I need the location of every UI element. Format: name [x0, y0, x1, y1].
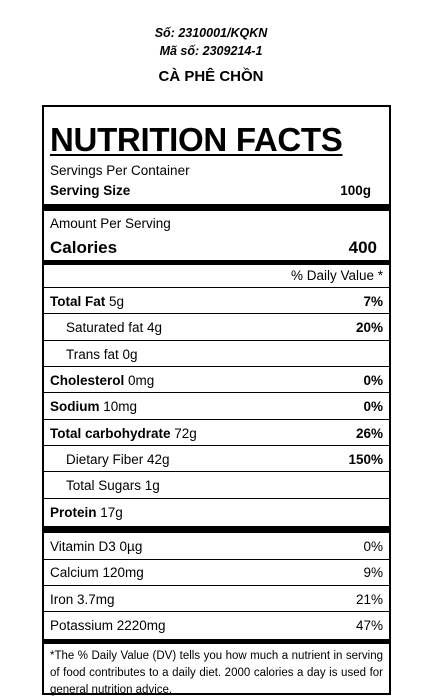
daily-value-header: % Daily Value *	[290, 268, 383, 283]
nutrient-name: Saturated fat 4g	[66, 320, 163, 335]
nutrient-row: Dietary Fiber 42g	[66, 452, 170, 467]
divider	[44, 445, 389, 446]
nutrient-name: Total carbohydrate	[50, 426, 171, 441]
nutrient-row: Total Fat 5g	[50, 294, 124, 309]
calories-value: 400	[348, 238, 377, 257]
vitamin-name: Iron 3.7mg	[50, 592, 115, 607]
divider	[44, 287, 389, 288]
divider	[44, 392, 389, 393]
nutrient-name: Total Sugars 1g	[66, 478, 160, 493]
nutrient-dv: 150%	[348, 452, 383, 467]
vitamin-dv: 47%	[355, 618, 383, 633]
nutrient-amount: 10mg	[99, 399, 138, 414]
divider-thick	[44, 526, 389, 533]
servings-per-container: Servings Per Container	[50, 163, 190, 178]
nutrient-dv: 26%	[355, 426, 383, 441]
serving-size-label: Serving Size	[50, 183, 131, 198]
divider-medium	[44, 260, 389, 265]
divider-medium	[44, 639, 389, 644]
divider	[44, 559, 389, 560]
vitamin-name: Potassium 2220mg	[50, 618, 166, 633]
divider	[44, 419, 389, 420]
vitamin-dv: 0%	[363, 539, 383, 554]
code-number: Mã số: 2309214-1	[159, 44, 263, 58]
vitamin-dv: 21%	[355, 592, 383, 607]
nutrient-row: Total carbohydrate 72g	[50, 426, 197, 441]
nutrient-name: Trans fat 0g	[66, 347, 138, 362]
nutrient-name: Total Fat	[50, 294, 106, 309]
nutrient-amount: 17g	[96, 505, 123, 520]
nutrient-dv: 20%	[355, 320, 383, 335]
nutrient-row: Cholesterol 0mg	[50, 373, 154, 388]
footnote: *The % Daily Value (DV) tells you how mu…	[50, 650, 383, 696]
divider	[44, 313, 389, 314]
vitamin-dv: 9%	[363, 565, 383, 580]
divider	[44, 611, 389, 612]
divider	[44, 585, 389, 586]
document-number: Số: 2310001/KQKN	[154, 26, 268, 40]
nutrient-amount: 0mg	[124, 373, 155, 388]
nutrient-dv: 7%	[363, 294, 383, 309]
nutrient-row: Trans fat 0g	[66, 347, 138, 362]
nutrient-amount: 72g	[170, 426, 197, 441]
divider	[44, 498, 389, 499]
vitamin-name: Vitamin D3 0µg	[50, 539, 143, 554]
nutrient-row: Total Sugars 1g	[66, 478, 160, 493]
divider	[44, 340, 389, 341]
nutrient-name: Dietary Fiber 42g	[66, 452, 170, 467]
nutrient-row: Protein 17g	[50, 505, 123, 520]
nutrient-row: Sodium 10mg	[50, 399, 137, 414]
nutrient-name: Sodium	[50, 399, 100, 414]
nutrient-name: Protein	[50, 505, 97, 520]
vitamin-name: Calcium 120mg	[50, 565, 144, 580]
calories-label: Calories	[50, 238, 118, 257]
nutrient-row: Saturated fat 4g	[66, 320, 162, 335]
nutrient-name: Cholesterol	[50, 373, 125, 388]
nutrition-label: NUTRITION FACTS Servings Per Container S…	[42, 105, 391, 696]
nutrient-dv: 0%	[363, 399, 383, 414]
label-title: NUTRITION FACTS	[50, 121, 343, 158]
divider	[44, 471, 389, 472]
divider	[44, 366, 389, 367]
serving-size-value: 100g	[340, 183, 371, 198]
amount-per-serving: Amount Per Serving	[50, 216, 171, 231]
nutrient-dv: 0%	[363, 373, 383, 388]
nutrient-amount: 5g	[105, 294, 125, 309]
divider-thick	[44, 204, 389, 211]
product-name: CÀ PHÊ CHỒN	[158, 68, 264, 85]
